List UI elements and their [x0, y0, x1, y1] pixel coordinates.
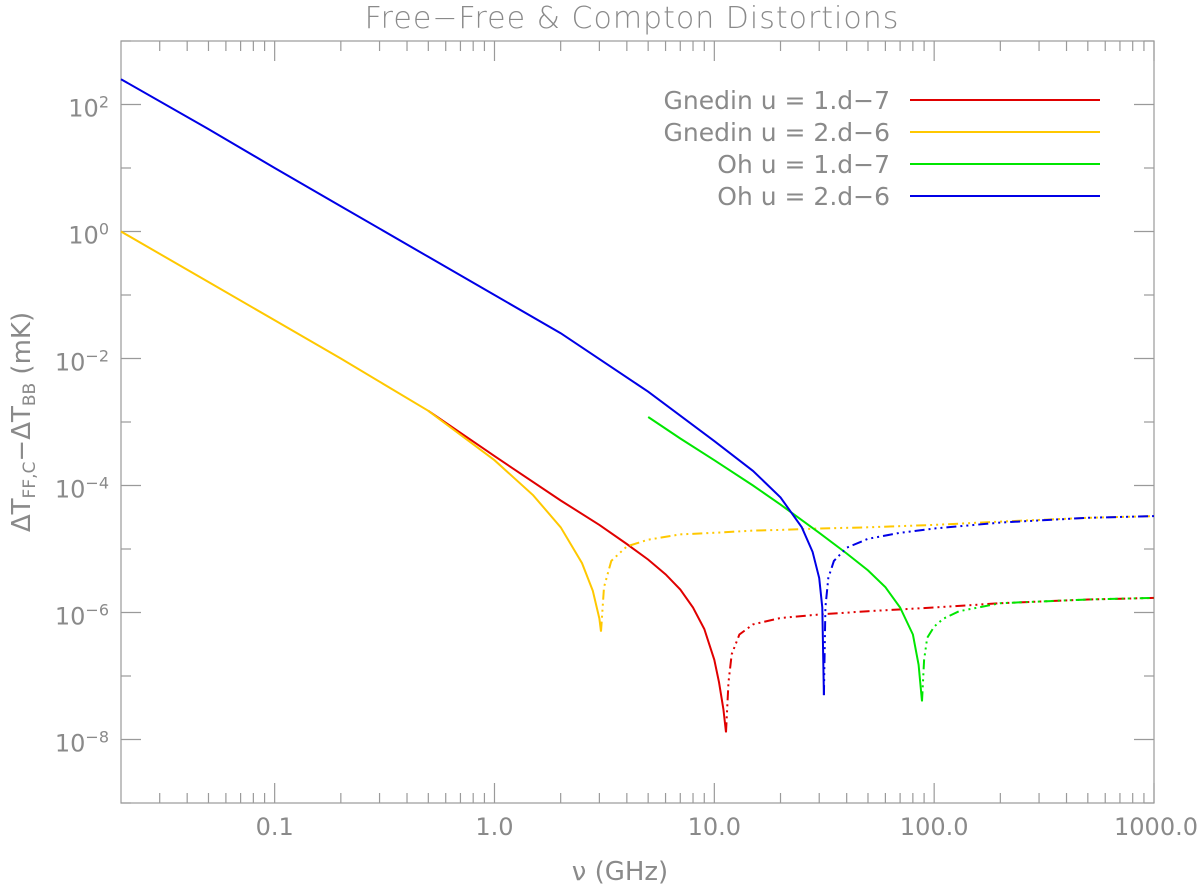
- y-axis-label: ΔTFF,C−ΔTBB (mK): [7, 312, 40, 532]
- y-label-sub-ffc: FF,C: [20, 462, 40, 499]
- x-major-ticks: 0.1 1.0 10.0 100.0 1000.0: [256, 41, 1198, 841]
- x-minor-ticks: [159, 41, 1145, 803]
- y-tick-label: 10−8: [55, 727, 109, 758]
- series-line-2-positive: [647, 416, 923, 702]
- legend: Gnedin u = 1.d−7 Gnedin u = 2.d−6 Oh u = 1…: [664, 86, 1100, 211]
- series-line-1-positive: [120, 230, 602, 632]
- legend-label: Oh u = 2.d−6: [717, 182, 890, 211]
- x-axis-label: ν (GHz): [572, 857, 668, 887]
- y-tick-label: 100: [68, 219, 109, 250]
- y-minor-ticks: [121, 40, 1154, 804]
- y-label-sub-bb: BB: [20, 383, 40, 406]
- chart-title: Free−Free & Compton Distortions: [365, 1, 900, 36]
- x-tick-label: 0.1: [256, 813, 294, 841]
- y-label-delta-t: ΔT: [7, 498, 37, 532]
- x-tick-label: 1.0: [475, 813, 513, 841]
- y-major-ticks: 10−8 10−6 10−4 10−2 100 102: [55, 92, 1154, 758]
- y-tick-label: 10−2: [55, 346, 109, 377]
- y-label-unit: (mK): [7, 312, 37, 383]
- x-tick-label: 10.0: [688, 813, 741, 841]
- y-tick-label: 10−6: [55, 600, 109, 631]
- x-tick-label: 100.0: [900, 813, 969, 841]
- series-line-0-positive: [427, 409, 727, 733]
- series-line-2-negative: [921, 596, 1155, 702]
- series-line-3-positive: [120, 78, 825, 696]
- y-tick-label: 102: [68, 92, 109, 123]
- series-line-0-negative: [725, 596, 1155, 733]
- series-layer: [120, 78, 1155, 733]
- legend-label: Oh u = 1.d−7: [717, 150, 890, 179]
- legend-label: Gnedin u = 2.d−6: [664, 118, 890, 147]
- y-label-minus-delta-t: −ΔT: [7, 406, 37, 462]
- series-line-1-negative: [600, 515, 1155, 632]
- plot-frame: [120, 40, 1155, 804]
- x-tick-label: 1000.0: [1114, 813, 1198, 841]
- y-tick-label: 10−4: [55, 473, 109, 504]
- legend-label: Gnedin u = 1.d−7: [664, 86, 890, 115]
